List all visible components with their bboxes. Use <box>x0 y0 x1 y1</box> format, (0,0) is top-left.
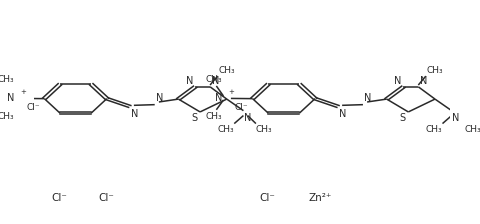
Text: N: N <box>215 93 223 103</box>
Text: CH₃: CH₃ <box>206 75 223 84</box>
Text: N: N <box>131 109 138 119</box>
Text: N: N <box>186 76 193 86</box>
Text: N: N <box>244 113 252 123</box>
Text: S: S <box>400 113 406 123</box>
Text: N: N <box>212 76 219 86</box>
Text: Cl⁻: Cl⁻ <box>98 193 114 203</box>
Text: N: N <box>156 93 163 103</box>
Text: CH₃: CH₃ <box>0 75 14 84</box>
Text: Cl⁻: Cl⁻ <box>51 193 67 203</box>
Text: CH₃: CH₃ <box>256 125 273 134</box>
Text: N: N <box>394 76 401 86</box>
Text: +: + <box>20 89 26 95</box>
Text: Cl⁻: Cl⁻ <box>260 193 276 203</box>
Text: CH₃: CH₃ <box>464 125 480 134</box>
Text: N: N <box>420 76 428 86</box>
Text: CH₃: CH₃ <box>217 125 234 134</box>
Text: N: N <box>453 113 460 123</box>
Text: Zn²⁺: Zn²⁺ <box>309 193 332 203</box>
Text: Cl⁻: Cl⁻ <box>234 103 248 112</box>
Text: CH₃: CH₃ <box>0 112 14 121</box>
Text: Cl⁻: Cl⁻ <box>26 103 40 112</box>
Text: +: + <box>228 89 234 95</box>
Text: N: N <box>7 93 14 103</box>
Text: N: N <box>364 93 371 103</box>
Text: N: N <box>339 109 346 119</box>
Text: CH₃: CH₃ <box>218 66 235 75</box>
Text: CH₃: CH₃ <box>427 66 443 75</box>
Text: CH₃: CH₃ <box>426 125 443 134</box>
Text: CH₃: CH₃ <box>206 112 223 121</box>
Text: S: S <box>192 113 198 123</box>
